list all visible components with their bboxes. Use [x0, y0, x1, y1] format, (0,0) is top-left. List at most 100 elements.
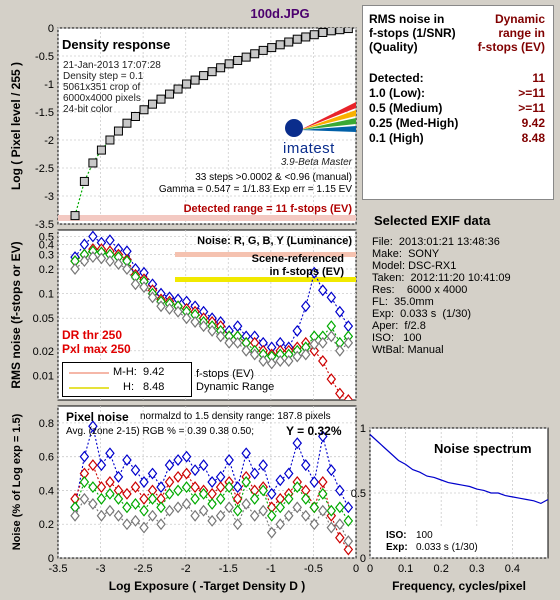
y-tick-label: 0.01: [33, 370, 54, 382]
noise-marker: [105, 234, 115, 247]
pxl-max-text: Pxl max 250: [62, 342, 131, 356]
pixel-marker: [283, 492, 294, 505]
pixel-marker: [207, 514, 217, 527]
x-tick-label: -1: [266, 563, 276, 575]
pixel-avg-text: Avg. (zone 2-15) RGB % = 0.39 0.38 0.50;: [66, 426, 254, 437]
y-tick-label: 0.5: [351, 488, 366, 500]
pixel-marker: [326, 464, 337, 477]
pixel-marker: [326, 521, 337, 534]
pixel-marker: [164, 459, 175, 472]
pixel-marker: [190, 464, 200, 477]
noise-marker: [309, 344, 320, 357]
density-marker: [233, 55, 243, 65]
density-marker: [335, 28, 345, 35]
pixel-marker: [198, 459, 209, 472]
pixel-marker: [122, 501, 132, 514]
density-marker: [190, 75, 200, 85]
header-right-line: Dynamic: [494, 12, 545, 26]
x-tick-label: 0.1: [398, 563, 413, 575]
pixel-marker: [181, 497, 192, 510]
pixel-marker: [139, 476, 149, 488]
pixel-marker: [300, 459, 311, 472]
info-line: 6000x4000 pixels: [63, 93, 141, 104]
density-marker: [199, 71, 209, 81]
pixel-marker: [292, 481, 303, 494]
summary-row: Detected: 11: [369, 71, 545, 85]
pixel-marker: [122, 487, 132, 500]
noise-marker: [258, 355, 268, 367]
pixel-marker: [88, 497, 98, 510]
summary-row-value: 9.42: [521, 116, 545, 130]
pixel-marker: [258, 459, 268, 472]
summary-row: 0.5 (Medium) >=11: [369, 101, 545, 115]
x-tick-label: -3: [96, 563, 106, 575]
legend-right-1: f-stops (EV): [196, 368, 255, 380]
noise-marker: [232, 336, 243, 349]
density-marker: [182, 79, 192, 89]
density-marker: [309, 30, 319, 40]
y-tick-label: 0: [48, 23, 54, 35]
pixel-ylabel: Noise (% of Log exp = 1.5): [11, 413, 23, 550]
density-marker: [301, 32, 311, 42]
imatest-logo-graphic: [285, 102, 356, 137]
pixel-marker: [258, 484, 268, 497]
pixel-marker: [309, 476, 320, 488]
noise-marker: [173, 305, 183, 318]
noise-marker: [335, 305, 345, 318]
pixel-marker: [283, 467, 294, 480]
density-range-band: [58, 215, 356, 221]
pixel-marker: [198, 487, 209, 500]
legend-mh-label: M-H:: [113, 366, 137, 378]
pixel-marker: [258, 504, 268, 517]
noise-marker: [207, 324, 217, 337]
pixel-marker: [79, 476, 90, 488]
pixel-marker: [275, 518, 285, 531]
quality-band-med: [175, 252, 356, 257]
pixel-marker: [122, 454, 132, 467]
pixel-marker: [156, 481, 166, 494]
pixel-marker: [181, 467, 192, 480]
y-tick-label: 0: [48, 553, 54, 565]
pixel-marker: [173, 501, 183, 514]
exp-label: Exp:: [386, 542, 408, 553]
x-tick-label: -0.5: [304, 563, 323, 575]
legend-mh-swatch: [69, 372, 109, 374]
density-marker: [148, 99, 158, 109]
pixel-marker: [241, 476, 251, 488]
pixel-marker: [207, 497, 217, 510]
exif-line: Taken: 2012:11:20 10:41:09: [372, 272, 511, 284]
noise-marker: [130, 278, 141, 291]
exif-line: Model: DSC-RX1: [372, 260, 457, 272]
noise-marker: [283, 355, 294, 367]
pixel-marker: [96, 459, 107, 472]
summary-row-value: >=11: [518, 101, 545, 115]
legend-h-label: H:: [123, 381, 134, 393]
noise-marker: [326, 373, 337, 386]
exif-line: Aper: f/2.8: [372, 320, 426, 332]
pixel-marker: [190, 509, 200, 522]
noise-marker: [122, 263, 132, 275]
pixel-marker: [266, 509, 277, 522]
summary-row-label: Detected:: [369, 71, 424, 85]
pixel-marker: [105, 504, 115, 517]
noise-marker: [309, 338, 320, 351]
pixel-marker: [318, 476, 328, 488]
steps-text: 33 steps >0.0002 & <0.96 (manual): [195, 172, 352, 183]
noise-marker: [292, 350, 303, 363]
density-marker: [326, 28, 336, 36]
noise-marker: [343, 394, 354, 400]
pixel-marker: [88, 420, 98, 433]
pixel-marker: [292, 437, 303, 450]
pixel-marker: [343, 501, 354, 514]
x-tick-label: 0.3: [469, 563, 484, 575]
pixel-marker: [275, 501, 285, 514]
noise-marker: [266, 357, 277, 370]
summary-row-label: 0.1 (High): [369, 131, 424, 145]
info-line: Density step = 0.1: [63, 71, 144, 82]
summary-row-value: >=11: [518, 86, 545, 100]
pixel-marker: [249, 509, 260, 522]
noise-marker: [292, 324, 303, 337]
pixel-marker: [335, 484, 345, 497]
pixel-marker: [113, 470, 124, 483]
y-tick-label: 0.3: [39, 250, 54, 262]
